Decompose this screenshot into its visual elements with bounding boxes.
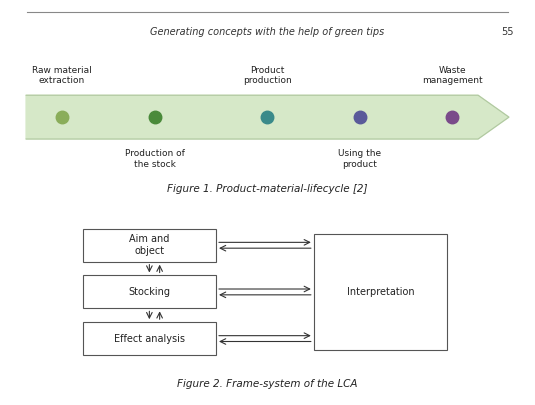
Text: Stocking: Stocking — [128, 287, 170, 297]
Text: 55: 55 — [501, 27, 514, 36]
Text: Aim and
object: Aim and object — [129, 234, 170, 256]
Text: Waste
management: Waste management — [422, 66, 483, 85]
Text: Using the
product: Using the product — [338, 149, 381, 168]
FancyBboxPatch shape — [82, 275, 216, 309]
Text: Generating concepts with the help of green tips: Generating concepts with the help of gre… — [150, 27, 385, 36]
Text: Figure 2. Frame-system of the LCA: Figure 2. Frame-system of the LCA — [177, 379, 358, 389]
Text: Effect analysis: Effect analysis — [114, 334, 185, 343]
Text: Figure 1. Product-material-lifecycle [2]: Figure 1. Product-material-lifecycle [2] — [167, 184, 368, 194]
Text: Interpretation: Interpretation — [347, 287, 414, 297]
FancyBboxPatch shape — [82, 229, 216, 262]
FancyBboxPatch shape — [314, 234, 447, 350]
Polygon shape — [26, 95, 509, 139]
Text: Raw material
extraction: Raw material extraction — [32, 66, 92, 85]
FancyBboxPatch shape — [82, 322, 216, 355]
Text: Production of
the stock: Production of the stock — [125, 149, 185, 168]
Text: Product
production: Product production — [243, 66, 292, 85]
